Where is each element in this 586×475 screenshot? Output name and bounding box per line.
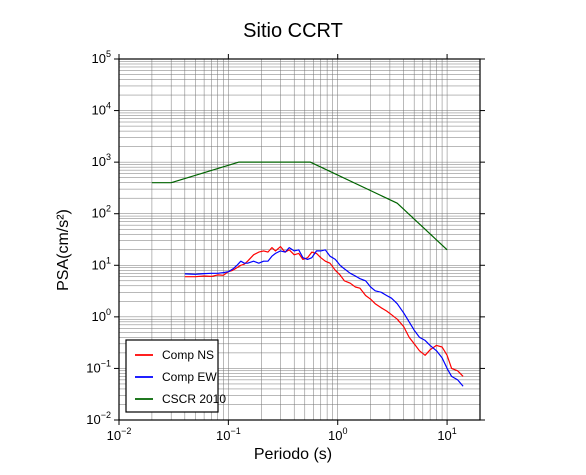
series-line-1: [184, 246, 464, 377]
y-tick-label: 10−2: [86, 410, 111, 427]
y-axis-label: PSA(cm/s²): [55, 209, 72, 291]
y-tick-label: 100: [92, 307, 111, 324]
legend-entry: Comp NS: [162, 348, 214, 362]
legend-entry: CSCR 2010: [162, 392, 226, 406]
legend: Comp NS Comp EW CSCR 2010: [125, 339, 226, 413]
series-line-2: [184, 247, 464, 387]
y-tick-label: 105: [92, 49, 111, 66]
y-tick-label: 103: [92, 152, 111, 169]
plot-frame: [118, 58, 481, 421]
x-tick-label: 10−2: [107, 426, 132, 443]
chart-title: Sitio CCRT: [243, 20, 343, 42]
legend-box: [125, 339, 219, 413]
y-tick-label: 102: [92, 204, 111, 221]
x-axis-label: Periodo (s): [253, 446, 333, 463]
y-tick-label: 101: [92, 255, 111, 272]
y-tick-label: 10−1: [86, 358, 111, 375]
y-tick-label: 104: [92, 101, 111, 118]
x-tick-label: 101: [437, 426, 456, 443]
x-tick-label: 10−1: [216, 426, 241, 443]
series-line-3: [151, 161, 448, 251]
legend-entry: Comp EW: [162, 370, 217, 384]
tick-marks: [114, 54, 485, 425]
x-tick-label: 100: [328, 426, 347, 443]
